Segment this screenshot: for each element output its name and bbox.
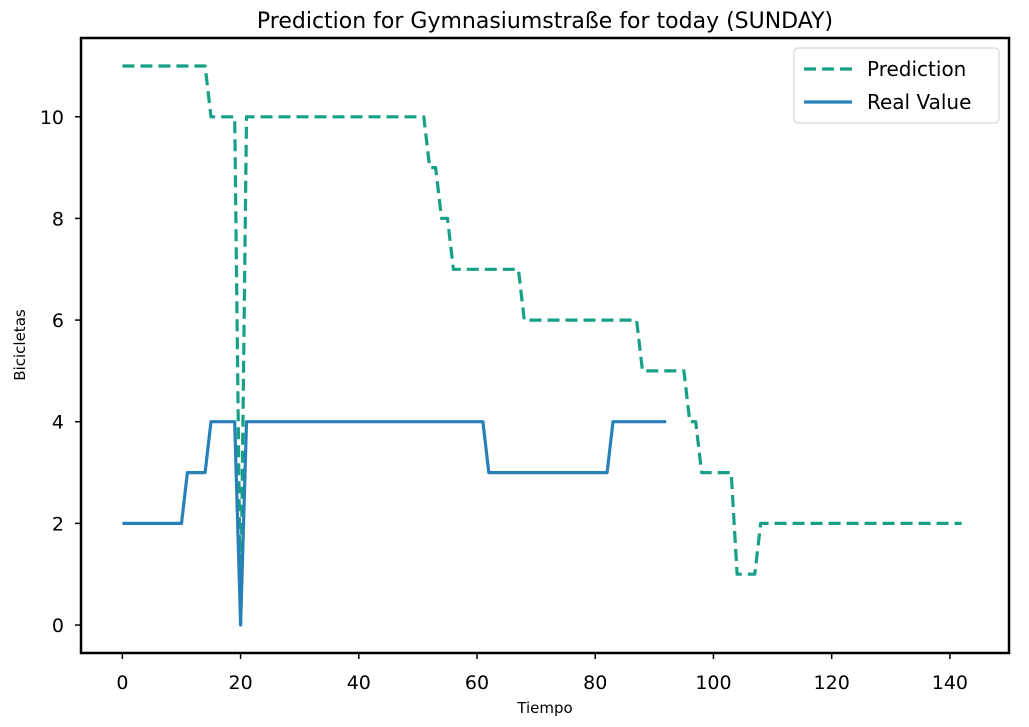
legend: Prediction Real Value — [793, 47, 1000, 124]
y-tick-label: 4 — [52, 412, 64, 434]
y-tick-label: 10 — [40, 107, 64, 129]
y-axis-label: Bicicletas — [11, 309, 29, 381]
plot-frame — [79, 36, 1011, 655]
chart-title: Prediction for Gymnasiumstraße for today… — [257, 9, 833, 34]
x-tick-label: 60 — [465, 672, 489, 694]
x-axis-label: Tiempo — [516, 699, 572, 717]
y-tick-label: 8 — [52, 208, 64, 230]
x-tick-label: 100 — [695, 672, 731, 694]
y-tick-label: 0 — [52, 615, 64, 637]
x-tick-label: 80 — [583, 672, 607, 694]
plot-lines — [122, 64, 962, 627]
y-axis-ticks: 0 2 4 6 8 10 — [40, 107, 81, 637]
legend-label: Real Value — [867, 90, 971, 114]
legend-box — [793, 47, 1000, 124]
x-tick-label: 120 — [814, 672, 850, 694]
x-tick-label: 140 — [932, 672, 968, 694]
series-line-0 — [122, 64, 962, 627]
x-axis-ticks: 0 20 40 60 80 100 120 140 — [116, 653, 968, 694]
legend-label: Prediction — [867, 57, 966, 81]
y-tick-label: 2 — [52, 513, 64, 535]
x-tick-label: 0 — [116, 672, 128, 694]
y-tick-label: 6 — [52, 310, 64, 332]
x-tick-label: 20 — [228, 672, 252, 694]
series-line-1 — [122, 420, 667, 627]
x-tick-label: 40 — [347, 672, 371, 694]
